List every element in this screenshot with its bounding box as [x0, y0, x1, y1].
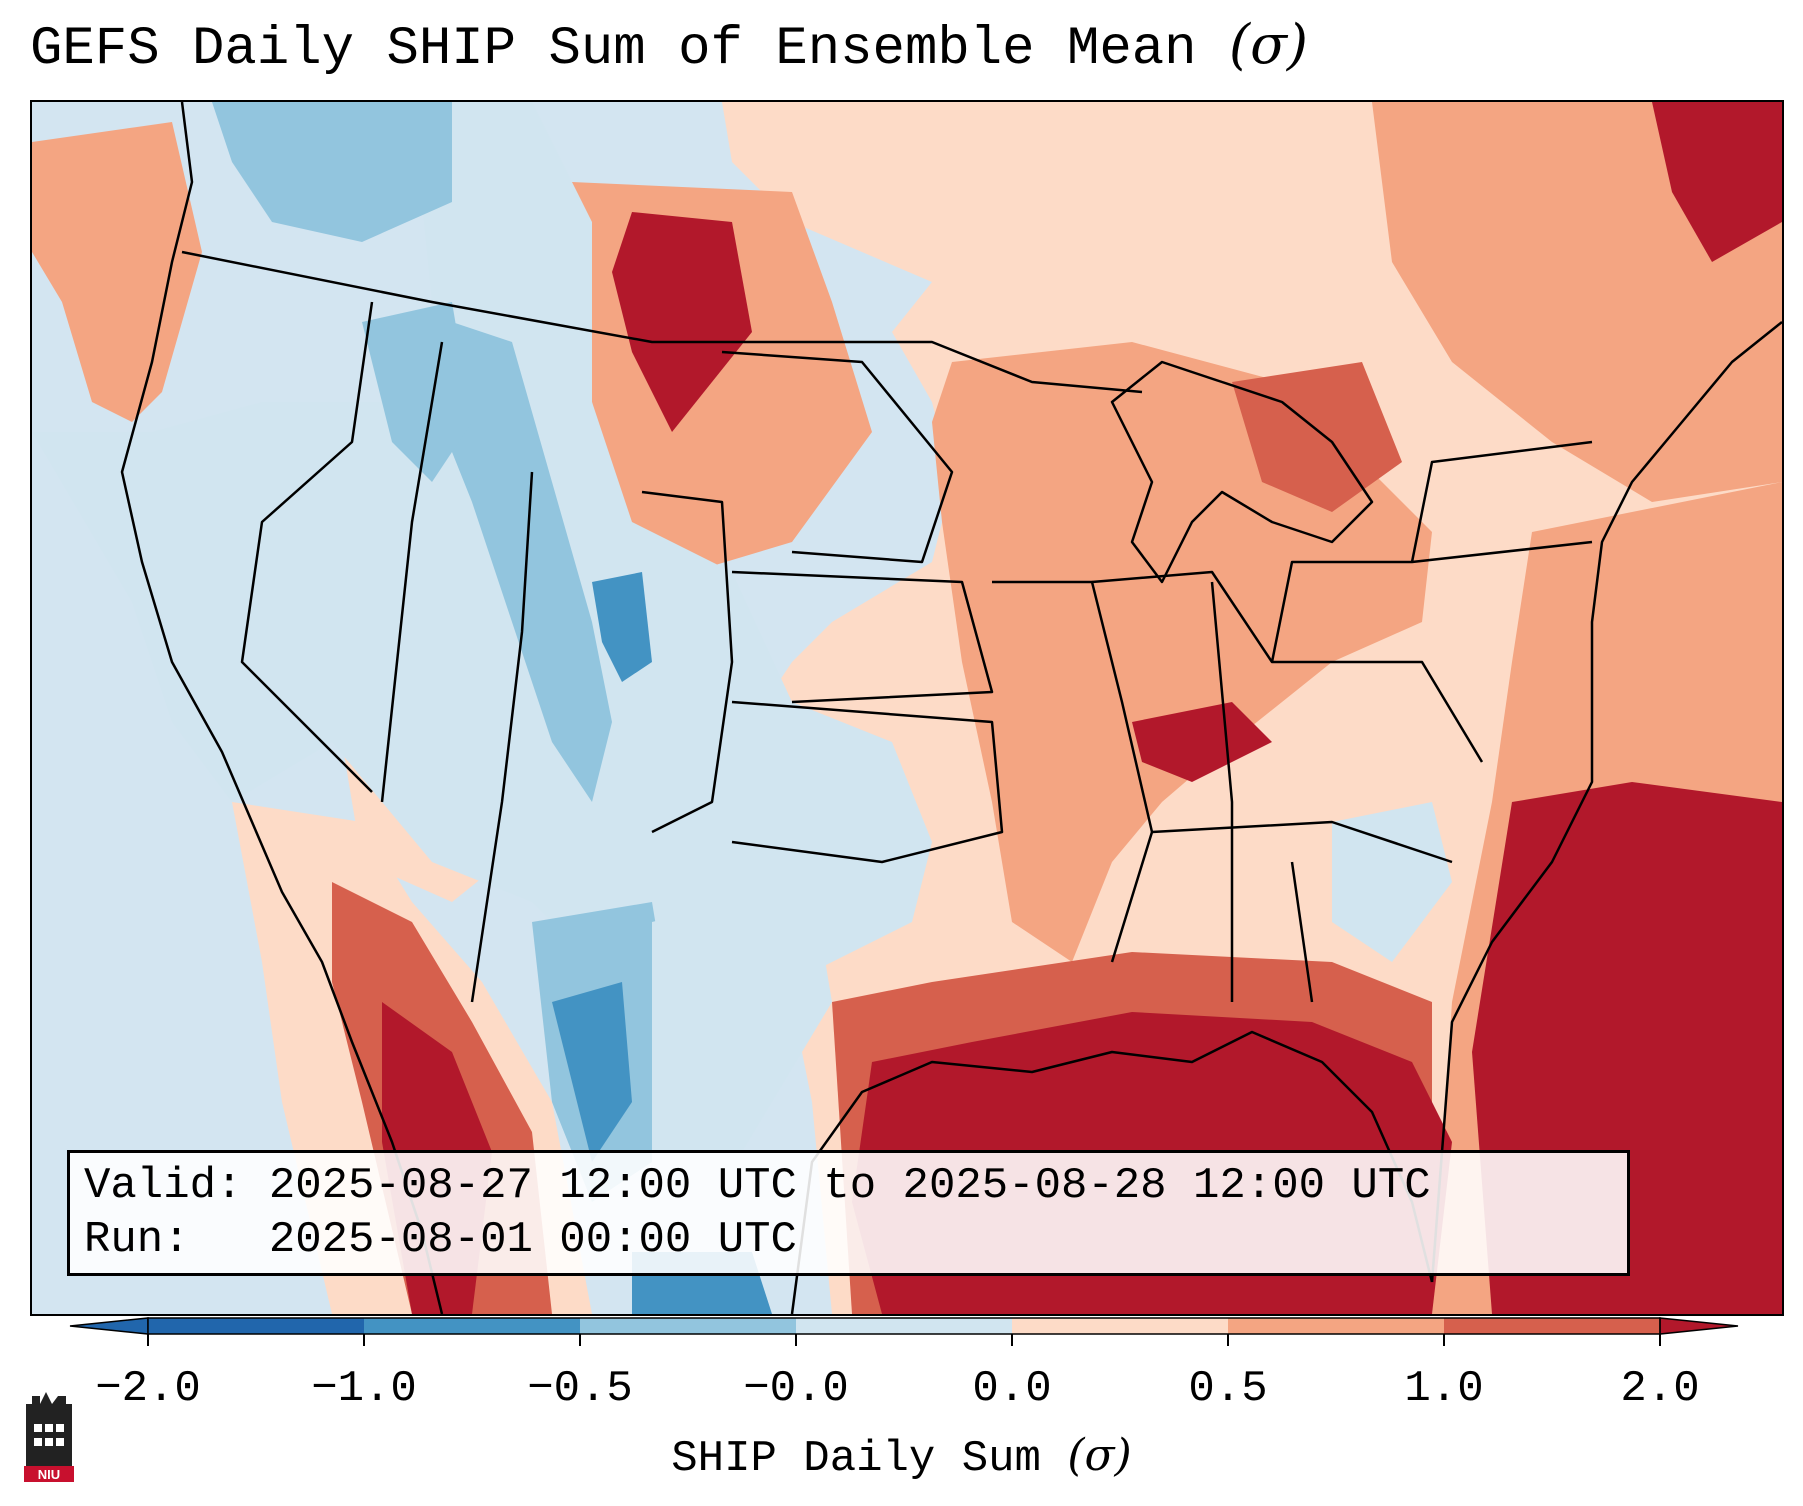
- field-dark-blue-nm: [552, 982, 632, 1162]
- boundaries: [120, 102, 1782, 1314]
- great-lakes-outline: [1110, 360, 1374, 584]
- colorbar-tick-label: −2.0: [95, 1364, 201, 1414]
- run-label: Run:: [84, 1215, 190, 1265]
- field-med-blue-idaho: [362, 302, 472, 482]
- colorbar-bin-4: [796, 1318, 1012, 1334]
- field-dark-blue-co: [592, 572, 652, 682]
- colorbar-tick-label: −0.0: [743, 1364, 849, 1414]
- colorbar: [69, 1317, 1739, 1346]
- field-med-red-pnw: [32, 122, 202, 422]
- colorbar-bin-5: [1012, 1318, 1228, 1334]
- map-title: GEFS Daily SHIP Sum of Ensemble Mean (σ): [30, 18, 1308, 77]
- field-dark-red-montana: [612, 212, 752, 432]
- colorbar-title-text: SHIP Daily Sum: [671, 1434, 1041, 1484]
- field-dark-red-quebec: [1652, 102, 1782, 262]
- valid-label: Valid:: [84, 1161, 243, 1211]
- field-light-blue-ga: [1332, 802, 1452, 962]
- colorbar-title: SHIP Daily Sum (σ): [671, 1430, 1131, 1484]
- colorbar-ticks: [147, 1334, 1661, 1346]
- colorbar-tick-label: 0.5: [1188, 1364, 1268, 1414]
- colorbar-tick-label: 0.0: [972, 1364, 1052, 1414]
- map-svg: [32, 102, 1782, 1314]
- gulf-coast-line: [790, 1030, 1434, 1314]
- colorbar-extend-high: [1659, 1317, 1739, 1335]
- colorbar-tick-label: −0.5: [527, 1364, 633, 1414]
- field-light-blue-south: [652, 882, 832, 1202]
- field-light-blue-west: [32, 102, 932, 1062]
- field-dark-red-tn: [1132, 702, 1272, 782]
- colorbar-extend-low: [69, 1317, 149, 1335]
- anomaly-field: [32, 102, 1782, 1314]
- colorbar-bin-7: [1444, 1318, 1660, 1334]
- colorbar-tick-label: 1.0: [1404, 1364, 1484, 1414]
- colorbar-outline: [147, 1317, 1661, 1335]
- niu-logo-icon: NIU: [24, 1392, 74, 1482]
- colorbar-tick-label: −1.0: [311, 1364, 417, 1414]
- east-coast-line: [1430, 321, 1782, 1283]
- state-lines-east: [1091, 440, 1593, 1003]
- colorbar-bin-2: [364, 1318, 580, 1334]
- colorbar-bin-6: [1228, 1318, 1444, 1334]
- state-lines-west: [240, 301, 734, 1003]
- valid-value: 2025-08-27 12:00 UTC to 2025-08-28 12:00…: [268, 1161, 1431, 1211]
- colorbar-bin-3: [580, 1318, 796, 1334]
- west-coast-line: [120, 102, 444, 1314]
- field-med-blue-rockies: [432, 322, 612, 802]
- run-value: 2025-08-01 00:00 UTC: [268, 1215, 797, 1265]
- title-text: GEFS Daily SHIP Sum of Ensemble Mean: [30, 19, 1197, 80]
- logo-shield: [24, 1466, 74, 1482]
- canada-border: [181, 250, 1143, 394]
- state-lines-plains: [721, 350, 1154, 963]
- logo-text: NIU: [38, 1467, 60, 1482]
- title-sigma: (σ): [1229, 13, 1308, 76]
- colorbar-title-sigma: (σ): [1067, 1430, 1132, 1481]
- colorbar-bin-1: [148, 1318, 364, 1334]
- valid-time-box: Valid: 2025-08-27 12:00 UTC to 2025-08-2…: [67, 1150, 1630, 1276]
- map-panel: [30, 100, 1784, 1316]
- colorbar-tick-label: 2.0: [1620, 1364, 1700, 1414]
- field-med-blue-bc: [212, 102, 452, 242]
